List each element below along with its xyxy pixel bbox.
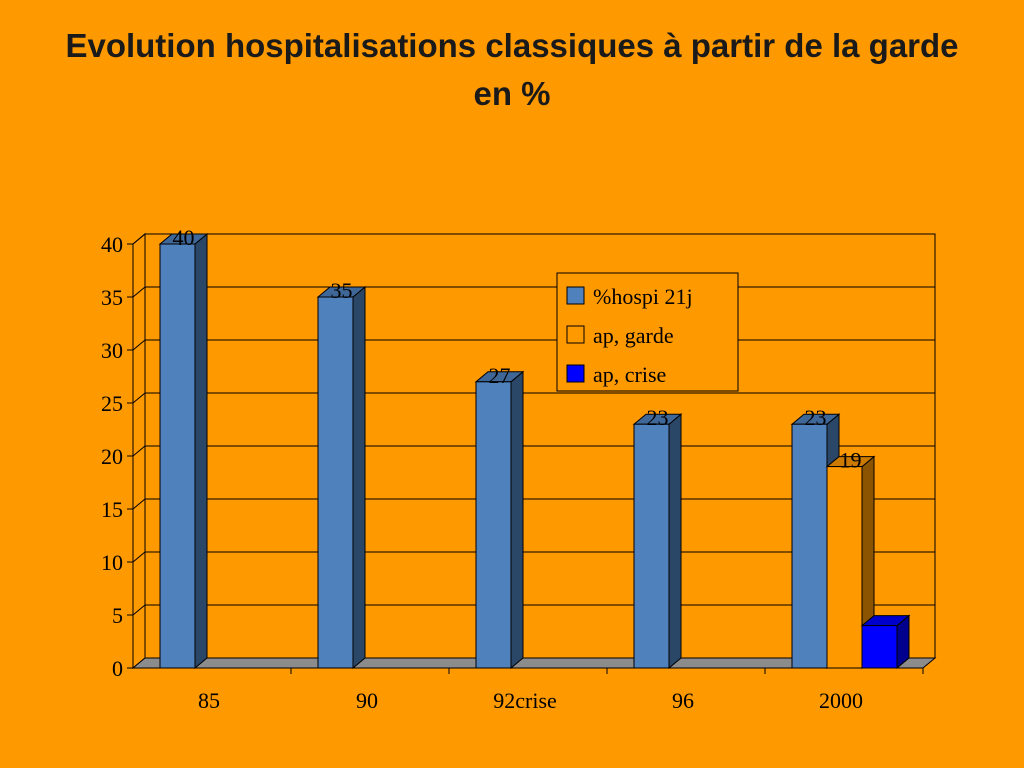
- bar-side: [668, 413, 682, 670]
- bar-0-85: [158, 232, 209, 670]
- legend-swatch: [566, 286, 585, 305]
- bar-side: [510, 370, 524, 670]
- legend-label: ap, crise: [593, 362, 666, 387]
- x-tick-label: 90: [356, 688, 378, 713]
- gridline-side: [132, 286, 146, 298]
- data-label: 23: [805, 405, 827, 430]
- bar-front: [317, 296, 354, 669]
- legend-box: [556, 272, 739, 392]
- y-tick-label: 35: [101, 285, 123, 310]
- bar-front: [159, 243, 196, 669]
- bar-0-92crise: [474, 370, 525, 670]
- y-tick-label: 30: [101, 338, 123, 363]
- legend: %hospi 21j ap, garde ap, crise: [556, 272, 739, 392]
- title-line-2: en %: [473, 75, 551, 112]
- y-tick-label: 40: [101, 232, 123, 257]
- slide-title: Evolution hospitalisations classiques à …: [0, 22, 1024, 118]
- x-tick-label: 92crise: [493, 688, 557, 713]
- bar-side: [194, 232, 208, 670]
- gridline-side: [132, 604, 146, 616]
- gridline-side: [132, 445, 146, 457]
- x-tick-label: 85: [198, 688, 220, 713]
- data-label: 27: [489, 363, 511, 388]
- legend-swatch: [566, 325, 585, 344]
- data-label: 35: [331, 278, 353, 303]
- x-tick-label: 2000: [819, 688, 863, 713]
- title-line-1: Evolution hospitalisations classiques à …: [65, 27, 959, 64]
- bar-front: [861, 625, 898, 669]
- y-tick-label: 25: [101, 391, 123, 416]
- gridline-side: [132, 498, 146, 510]
- y-tick-label: 15: [101, 497, 123, 522]
- y-tick-label: 5: [112, 603, 123, 628]
- y-tick-label: 0: [112, 656, 123, 681]
- legend-label: %hospi 21j: [593, 284, 693, 309]
- data-label: 40: [173, 225, 195, 250]
- legend-label: ap, garde: [593, 323, 674, 348]
- bar-2-2000: [860, 614, 911, 670]
- y-tick-label: 20: [101, 444, 123, 469]
- gridline-side: [132, 339, 146, 351]
- bar-0-90: [316, 285, 367, 670]
- bar-front: [826, 466, 863, 669]
- bar-0-96: [632, 413, 683, 670]
- gridline-side: [132, 233, 146, 245]
- bar-front: [475, 381, 512, 669]
- legend-swatch: [566, 364, 585, 383]
- bar-side: [352, 285, 366, 670]
- gridline-side: [132, 392, 146, 404]
- gridline-side: [132, 551, 146, 563]
- x-tick-label: 96: [672, 688, 694, 713]
- data-label: 23: [647, 405, 669, 430]
- bar-front: [633, 423, 670, 669]
- data-label: 19: [840, 448, 862, 473]
- bar-front: [791, 423, 828, 669]
- y-tick-label: 10: [101, 550, 123, 575]
- bar-1-2000: [825, 455, 876, 670]
